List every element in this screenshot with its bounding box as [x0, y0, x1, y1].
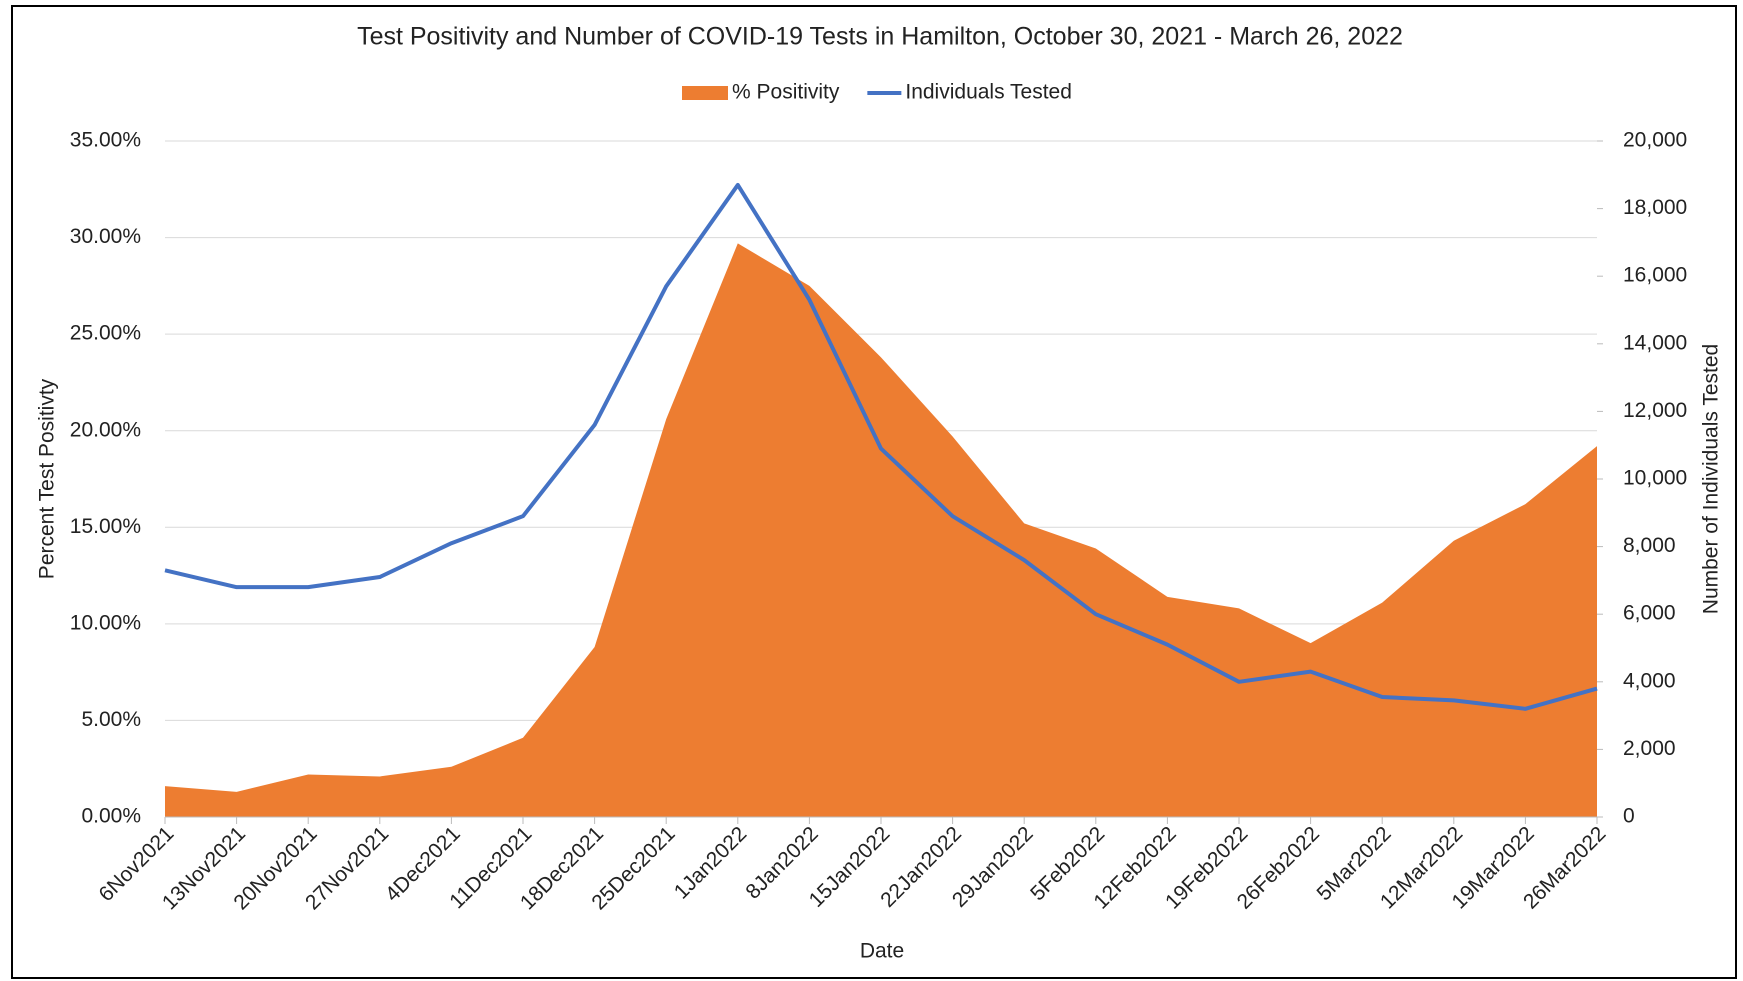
chart-title: Test Positivity and Number of COVID-19 T… [357, 23, 1403, 51]
y2-tick-label: 2,000 [1623, 737, 1676, 760]
y-tick-label: 5.00% [81, 708, 141, 731]
y-tick-label: 20.00% [70, 418, 141, 441]
x-axis-title: Date [860, 940, 904, 963]
y2-tick-label: 8,000 [1623, 534, 1676, 557]
y-tick-label: 35.00% [70, 129, 141, 152]
y-axis-title: Percent Test Positivty [36, 378, 59, 579]
y2-tick-label: 0 [1623, 805, 1635, 828]
y2-tick-label: 12,000 [1623, 399, 1687, 422]
y2-tick-label: 4,000 [1623, 669, 1676, 692]
area [165, 243, 1597, 817]
y2-tick-label: 16,000 [1623, 264, 1687, 287]
y-tick-label: 10.00% [70, 611, 141, 634]
y2-axis-title: Number of Individuals Tested [1700, 344, 1723, 614]
y-tick-label: 25.00% [70, 322, 141, 345]
y2-tick-label: 20,000 [1623, 129, 1687, 152]
y2-tick-label: 18,000 [1623, 196, 1687, 219]
line [164, 182, 1598, 711]
y-tick-label: 30.00% [70, 225, 141, 248]
y2-tick-label: 10,000 [1623, 467, 1687, 490]
legend-label: Individuals Tested [905, 81, 1072, 104]
legend-swatch [682, 86, 728, 100]
y2-tick-label: 6,000 [1623, 602, 1676, 625]
y2-tick-label: 14,000 [1623, 331, 1687, 354]
y-tick-label: 15.00% [70, 515, 141, 538]
y-tick-label: 0.00% [81, 805, 141, 828]
legend-label: % Positivity [732, 81, 840, 104]
